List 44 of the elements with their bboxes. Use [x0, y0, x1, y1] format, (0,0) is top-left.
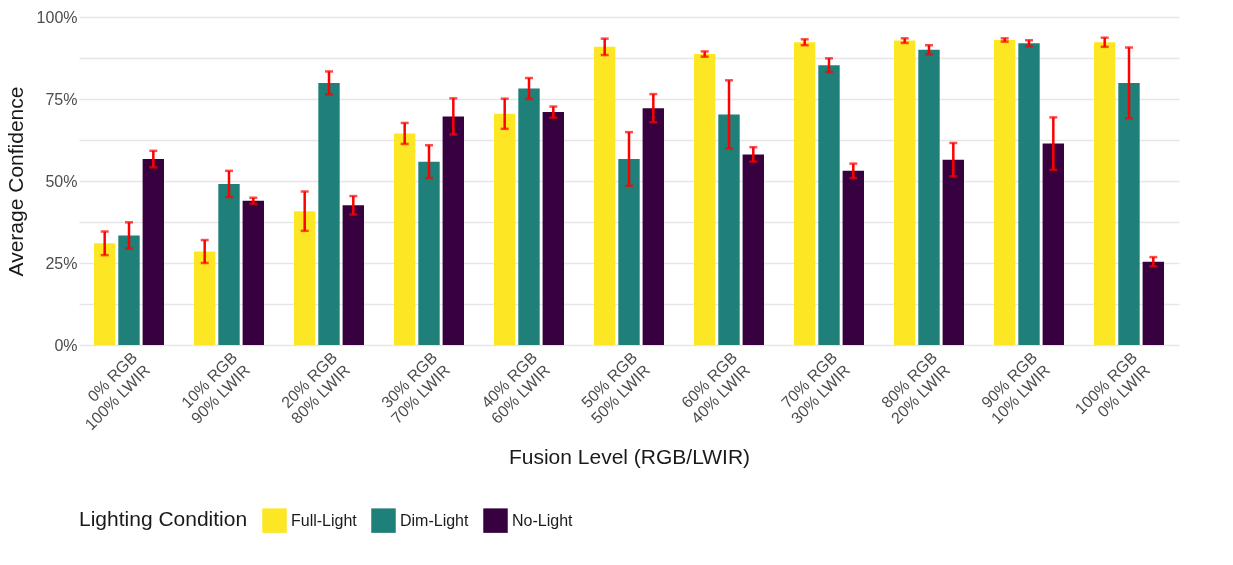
y-tick-label: 25%	[45, 254, 78, 272]
bar	[594, 46, 616, 345]
y-tick-label: 0%	[54, 336, 78, 354]
x-axis-title: Fusion Level (RGB/LWIR)	[508, 445, 751, 469]
legend-label: Dim-Light	[400, 511, 470, 529]
bar	[618, 159, 640, 345]
legend-label: Full-Light	[291, 511, 358, 529]
bar	[1142, 261, 1164, 345]
bar	[142, 159, 164, 345]
bar	[894, 40, 916, 345]
legend-label: No-Light	[512, 511, 574, 529]
bar	[542, 112, 564, 345]
bar	[194, 251, 216, 345]
bar	[694, 54, 716, 345]
bar	[742, 154, 764, 345]
legend-title: Lighting Condition	[79, 507, 248, 530]
bar	[242, 200, 264, 345]
bar	[818, 65, 840, 345]
bar	[118, 235, 140, 345]
y-axis-title: Average Confidence	[3, 86, 27, 277]
bar	[1118, 82, 1140, 345]
y-tick-label: 50%	[45, 172, 78, 190]
bar	[994, 39, 1016, 345]
bar	[218, 183, 240, 345]
bar	[294, 211, 316, 345]
bar	[842, 170, 864, 345]
y-tick-label: 100%	[36, 8, 78, 26]
bar	[1018, 43, 1040, 345]
bar	[394, 133, 416, 345]
bar	[1094, 42, 1116, 345]
bar	[942, 159, 964, 345]
bar	[794, 42, 816, 345]
bar	[318, 82, 340, 345]
y-tick-label: 75%	[45, 90, 78, 108]
bar	[442, 116, 464, 345]
bar	[342, 205, 364, 345]
bar	[1042, 143, 1064, 345]
bar	[94, 243, 116, 345]
bar	[642, 108, 664, 345]
bar	[918, 49, 940, 345]
bar	[494, 113, 516, 345]
bar	[718, 114, 740, 345]
bar	[418, 161, 440, 345]
bar	[518, 88, 540, 345]
